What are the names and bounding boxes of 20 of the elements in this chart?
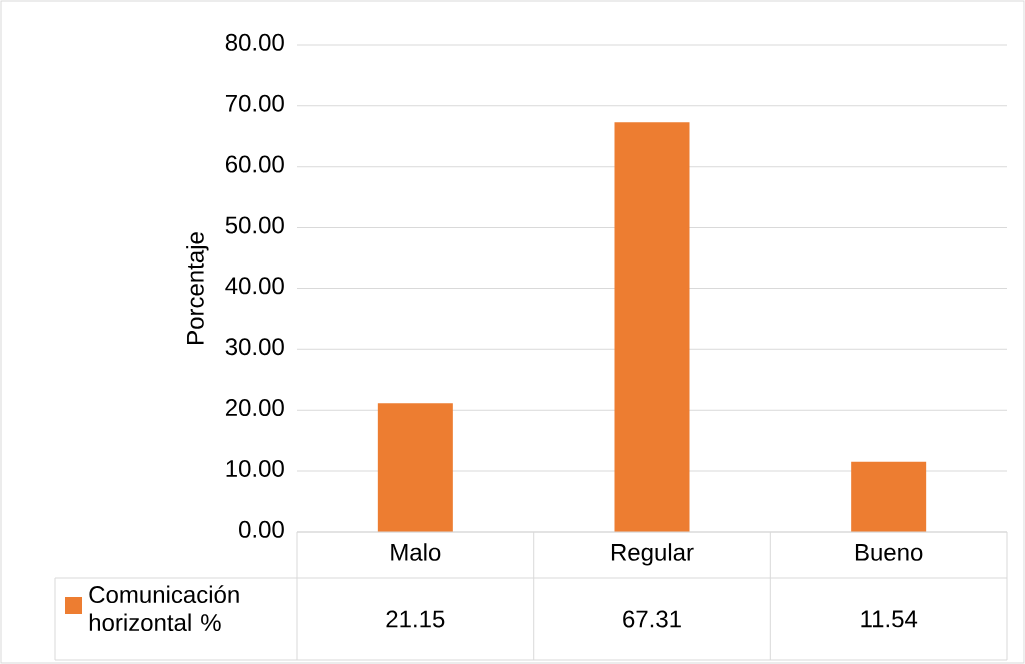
y-tick-label: 30.00: [225, 338, 284, 356]
bar: [851, 461, 927, 532]
x-tick-label: Bueno: [855, 544, 923, 561]
data-label: 21.15: [386, 610, 445, 628]
y-tick-label: 80.00: [225, 33, 284, 51]
bar: [377, 403, 453, 532]
data-label: 67.31: [623, 610, 681, 628]
y-tick-label: 70.00: [225, 94, 284, 112]
y-tick-label: 20.00: [225, 399, 284, 417]
y-tick-label: 0.00: [239, 520, 284, 538]
x-tick-label: Malo: [391, 543, 441, 561]
y-axis-title: Porcentaje: [186, 232, 209, 344]
y-tick-label: 50.00: [225, 216, 284, 234]
legend-label: Comunicación horizontal %: [89, 585, 239, 632]
data-label: 11.54: [861, 610, 918, 628]
y-tick-label: 10.00: [226, 459, 284, 477]
bar: [614, 122, 690, 532]
y-tick-label: 60.00: [225, 155, 284, 173]
y-tick-label: 40.00: [225, 277, 284, 295]
x-tick-label: Regular: [611, 543, 694, 566]
